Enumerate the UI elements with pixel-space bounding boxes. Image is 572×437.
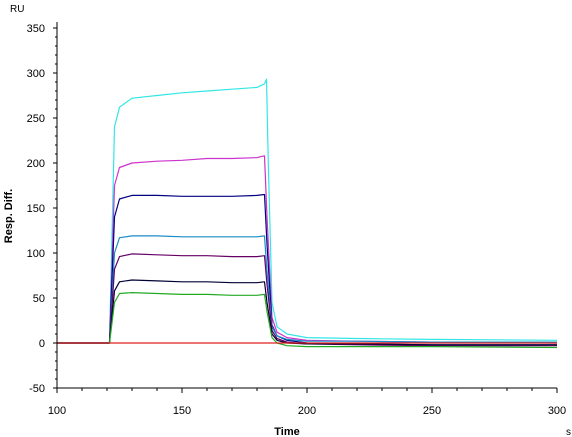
y-tick-label: 150 <box>27 203 45 215</box>
series-line-1 <box>57 78 558 344</box>
series-line-3 <box>57 193 557 346</box>
y-tick-label: 100 <box>27 248 45 260</box>
series-line-4 <box>57 235 557 344</box>
x-tick-label: 150 <box>173 405 191 417</box>
y-tick-label: 350 <box>27 23 45 35</box>
y-tick-label: 50 <box>33 293 45 305</box>
y-axis-title: Resp. Diff. <box>3 189 15 243</box>
y-tick-label: 250 <box>27 113 45 125</box>
labels-group: -50 0 50 100 150 200 250 300 350 100 150 200 250 300 R… <box>3 4 571 437</box>
y-tick-label: 0 <box>39 338 45 350</box>
x-tick-label: 250 <box>423 405 441 417</box>
y-tick-label: 200 <box>27 158 45 170</box>
x-tick-label: 200 <box>298 405 316 417</box>
y-tick-label: -50 <box>29 383 45 395</box>
series-line-2 <box>57 155 558 344</box>
y-tick-label: 300 <box>27 68 45 80</box>
plot-series-group <box>57 78 558 349</box>
series-line-6 <box>57 279 557 346</box>
y-unit-label: RU <box>10 4 24 15</box>
x-axis-title: Time <box>274 426 299 437</box>
x-tick-label: 300 <box>548 405 566 417</box>
axes-group <box>53 22 558 393</box>
series-line-5 <box>57 253 557 347</box>
series-line-7 <box>57 292 558 349</box>
x-tick-label: 100 <box>48 405 66 417</box>
x-unit-label: s <box>566 427 571 437</box>
